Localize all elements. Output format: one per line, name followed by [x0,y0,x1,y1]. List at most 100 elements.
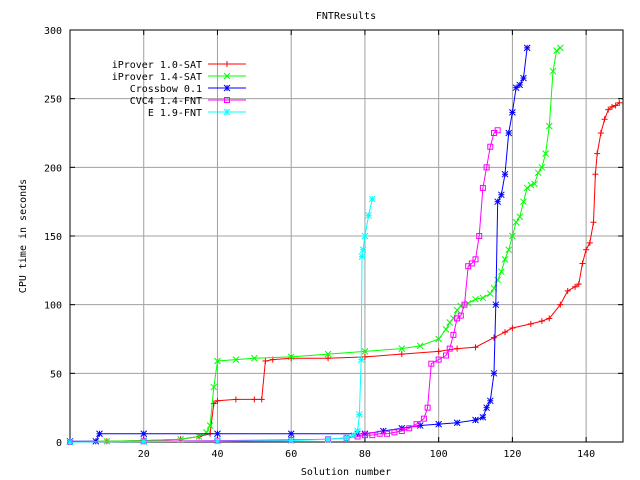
series-0-point-19 [472,344,479,351]
series-3-point-13 [406,425,413,432]
series-3-point-17 [428,360,435,367]
y-tick-label-6: 300 [44,26,62,37]
series-0-point-20 [490,334,497,341]
series-lines [66,44,623,446]
series-1-point-13 [361,348,369,355]
series-1-point-32 [512,218,520,226]
series-0-point-9 [251,396,258,403]
series-0-point-39 [608,103,615,110]
series-0-point-8 [232,396,239,403]
axis-ticks: 20 40 60 80 100 120 140 0 50 100 150 200 250 300 [44,26,623,460]
series-0-point-41 [616,99,623,106]
series-4-point-10 [358,253,366,260]
legend-marker-1 [223,72,231,80]
series-3-point-33 [494,127,501,134]
series-0-point-11 [262,357,269,364]
series-1-point-41 [545,122,553,130]
series-3-point-23 [457,312,464,319]
series-3-point-27 [472,256,479,263]
series-2-point-5 [287,430,295,438]
series-1-point-10 [250,354,258,362]
series-3-point-19 [443,352,450,359]
series-3-point-20 [446,345,453,352]
series-2-point-15 [483,404,490,412]
series-3-point-21 [450,331,457,338]
series-2-point-12 [453,419,461,427]
series-3-point-9 [376,430,383,437]
series-1-point-25 [486,290,494,298]
legend-marker-0 [224,61,230,67]
series-2-point-14 [479,413,487,421]
series-0-point-35 [594,150,601,157]
series-0-point-24 [538,318,545,325]
series-4 [66,195,376,446]
series-1-point-21 [457,302,465,310]
series-0-point-18 [454,345,461,352]
series-3-point-8 [369,432,376,439]
series-3-point-30 [483,164,490,171]
series-0-point-10 [258,396,265,403]
series-0-point-15 [361,353,368,360]
series-1-point-5 [203,429,210,436]
series-1-point-9 [232,356,240,363]
series-2-point-18 [492,301,500,309]
series-3-point-10 [384,430,391,437]
legend-marker-3 [224,97,230,103]
series-3-point-26 [468,260,475,267]
series-1-point-8 [214,357,221,365]
series-1-point-37 [531,180,538,188]
series-2-point-27 [523,44,531,52]
legend-label-3: CVC4 1.4-FNT [130,96,202,107]
series-4-point-8 [356,411,363,418]
series-3-point-24 [461,301,468,308]
series-4-point-7 [354,427,361,435]
series-3-point-11 [391,429,398,436]
legend-marker-2 [223,84,231,92]
series-2-point-26 [520,74,527,82]
series-1-point-16 [435,335,443,343]
y-tick-label-3: 150 [44,232,62,243]
chart-title: FNTResults [316,11,376,22]
series-1-point-29 [501,255,509,263]
series-1-point-33 [516,213,524,221]
series-1-point-38 [534,169,542,177]
series-0-point-23 [527,320,534,327]
series-2-point-21 [501,170,509,178]
series-4-point-2 [214,437,221,445]
series-0-point-22 [509,325,516,332]
legend-label-2: Crossbow 0.1 [130,84,202,95]
series-3-point-28 [476,233,483,239]
series-1-point-34 [520,198,527,206]
series-0-point-36 [597,130,604,136]
series-2-point-2 [96,430,103,438]
series-1-point-12 [324,350,332,358]
series-2-point-23 [509,109,516,116]
x-tick-label-0: 20 [138,449,150,460]
series-4-point-12 [361,232,369,240]
series-0-point-28 [572,283,579,290]
series-2-point-22 [505,129,513,137]
series-0-point-25 [546,315,553,322]
legend-marker-4 [223,108,231,116]
series-3-point-12 [398,428,405,435]
series-0-point-14 [325,355,332,362]
y-tick-label-0: 0 [56,438,62,449]
series-1-point-14 [398,345,406,352]
y-tick-label-1: 50 [50,369,62,380]
series-2-point-4 [214,430,221,438]
series-4-point-11 [359,246,367,254]
series-1-point-6 [206,422,214,429]
series-3-point-16 [424,404,431,411]
legend-label-1: iProver 1.4-SAT [112,72,202,83]
series-3-point-7 [361,432,368,439]
series-1-point-36 [527,181,535,189]
series-1-point-7 [210,383,218,391]
series-0-point-40 [612,102,619,109]
series-0-point-37 [601,116,608,123]
series-0-point-32 [586,239,593,246]
series-4-point-0 [66,438,74,446]
y-tick-label-5: 250 [44,95,62,106]
series-1-point-24 [479,294,487,302]
legend-label-4: E 1.9-FNT [148,108,202,119]
